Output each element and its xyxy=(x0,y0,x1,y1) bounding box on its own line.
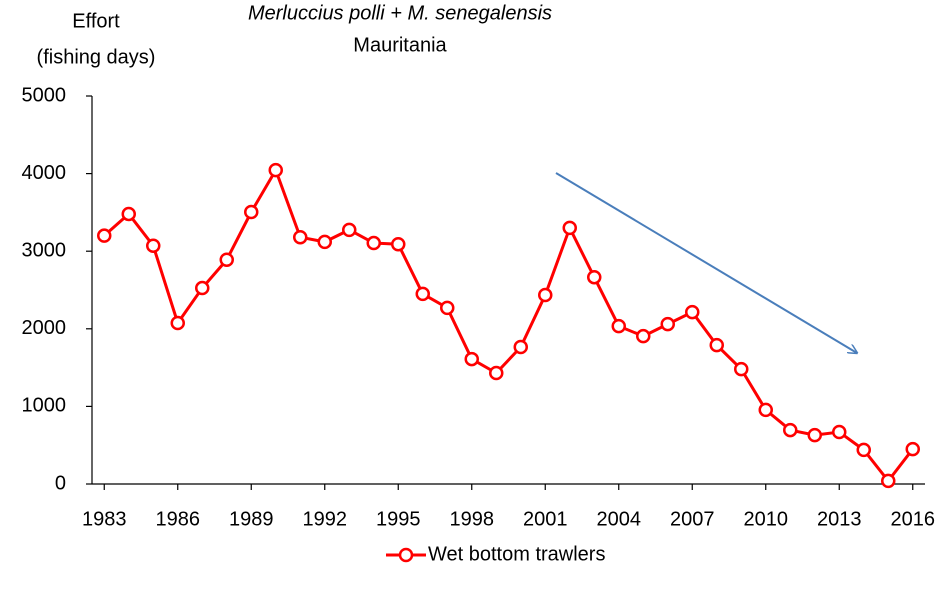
point xyxy=(293,229,308,245)
point xyxy=(856,442,871,458)
point xyxy=(636,328,651,344)
x-tick-label: 1998 xyxy=(450,508,495,530)
x-tick-label: 1992 xyxy=(303,508,348,530)
point xyxy=(709,337,724,353)
point xyxy=(562,220,577,236)
point xyxy=(268,162,283,178)
point xyxy=(489,365,504,381)
point xyxy=(685,304,700,320)
x-tick-label: 1995 xyxy=(376,508,421,530)
point xyxy=(611,318,626,334)
trend-arrow xyxy=(555,172,857,353)
point xyxy=(587,269,602,285)
y-axis-label: Effort xyxy=(72,10,120,32)
x-tick-label: 2016 xyxy=(891,508,936,530)
point xyxy=(97,228,112,243)
point xyxy=(513,339,528,355)
legend-label: Wet bottom trawlers xyxy=(428,543,605,565)
chart-title: Merluccius polli + M. senegalensis xyxy=(248,2,552,24)
point xyxy=(170,315,185,331)
x-tick-label: 2010 xyxy=(744,508,789,530)
point xyxy=(342,222,357,238)
x-tick-label: 2001 xyxy=(523,508,568,530)
point xyxy=(366,235,381,251)
point xyxy=(758,402,773,418)
point xyxy=(660,316,675,332)
point xyxy=(219,252,234,267)
x-tick-label: 2007 xyxy=(670,508,715,530)
point xyxy=(807,427,822,443)
point xyxy=(121,206,136,222)
y-tick-label: 3000 xyxy=(22,239,67,261)
x-tick-label: 2004 xyxy=(597,508,642,530)
x-tick-label: 1986 xyxy=(156,508,201,530)
chart-subtitle: Mauritania xyxy=(353,34,447,56)
y-tick-label: 4000 xyxy=(22,162,67,184)
point xyxy=(317,234,332,250)
point xyxy=(244,204,259,220)
point xyxy=(538,287,553,303)
point xyxy=(146,238,161,254)
y-axis-label: (fishing days) xyxy=(37,46,156,68)
point xyxy=(415,286,430,302)
y-tick-label: 1000 xyxy=(22,395,67,417)
point xyxy=(905,441,920,457)
x-tick-label: 1989 xyxy=(229,508,274,530)
point xyxy=(783,422,798,438)
point xyxy=(464,351,479,367)
point xyxy=(440,300,455,316)
point xyxy=(391,236,406,252)
point xyxy=(195,280,210,296)
point xyxy=(881,473,896,489)
point xyxy=(734,361,749,377)
x-tick-label: 1983 xyxy=(82,508,127,530)
legend-marker xyxy=(398,547,414,563)
y-tick-label: 5000 xyxy=(22,84,67,106)
point xyxy=(832,424,847,440)
y-tick-label: 0 xyxy=(55,472,66,494)
series-line xyxy=(103,166,914,484)
x-tick-label: 2013 xyxy=(817,508,862,530)
y-tick-label: 2000 xyxy=(22,317,67,339)
